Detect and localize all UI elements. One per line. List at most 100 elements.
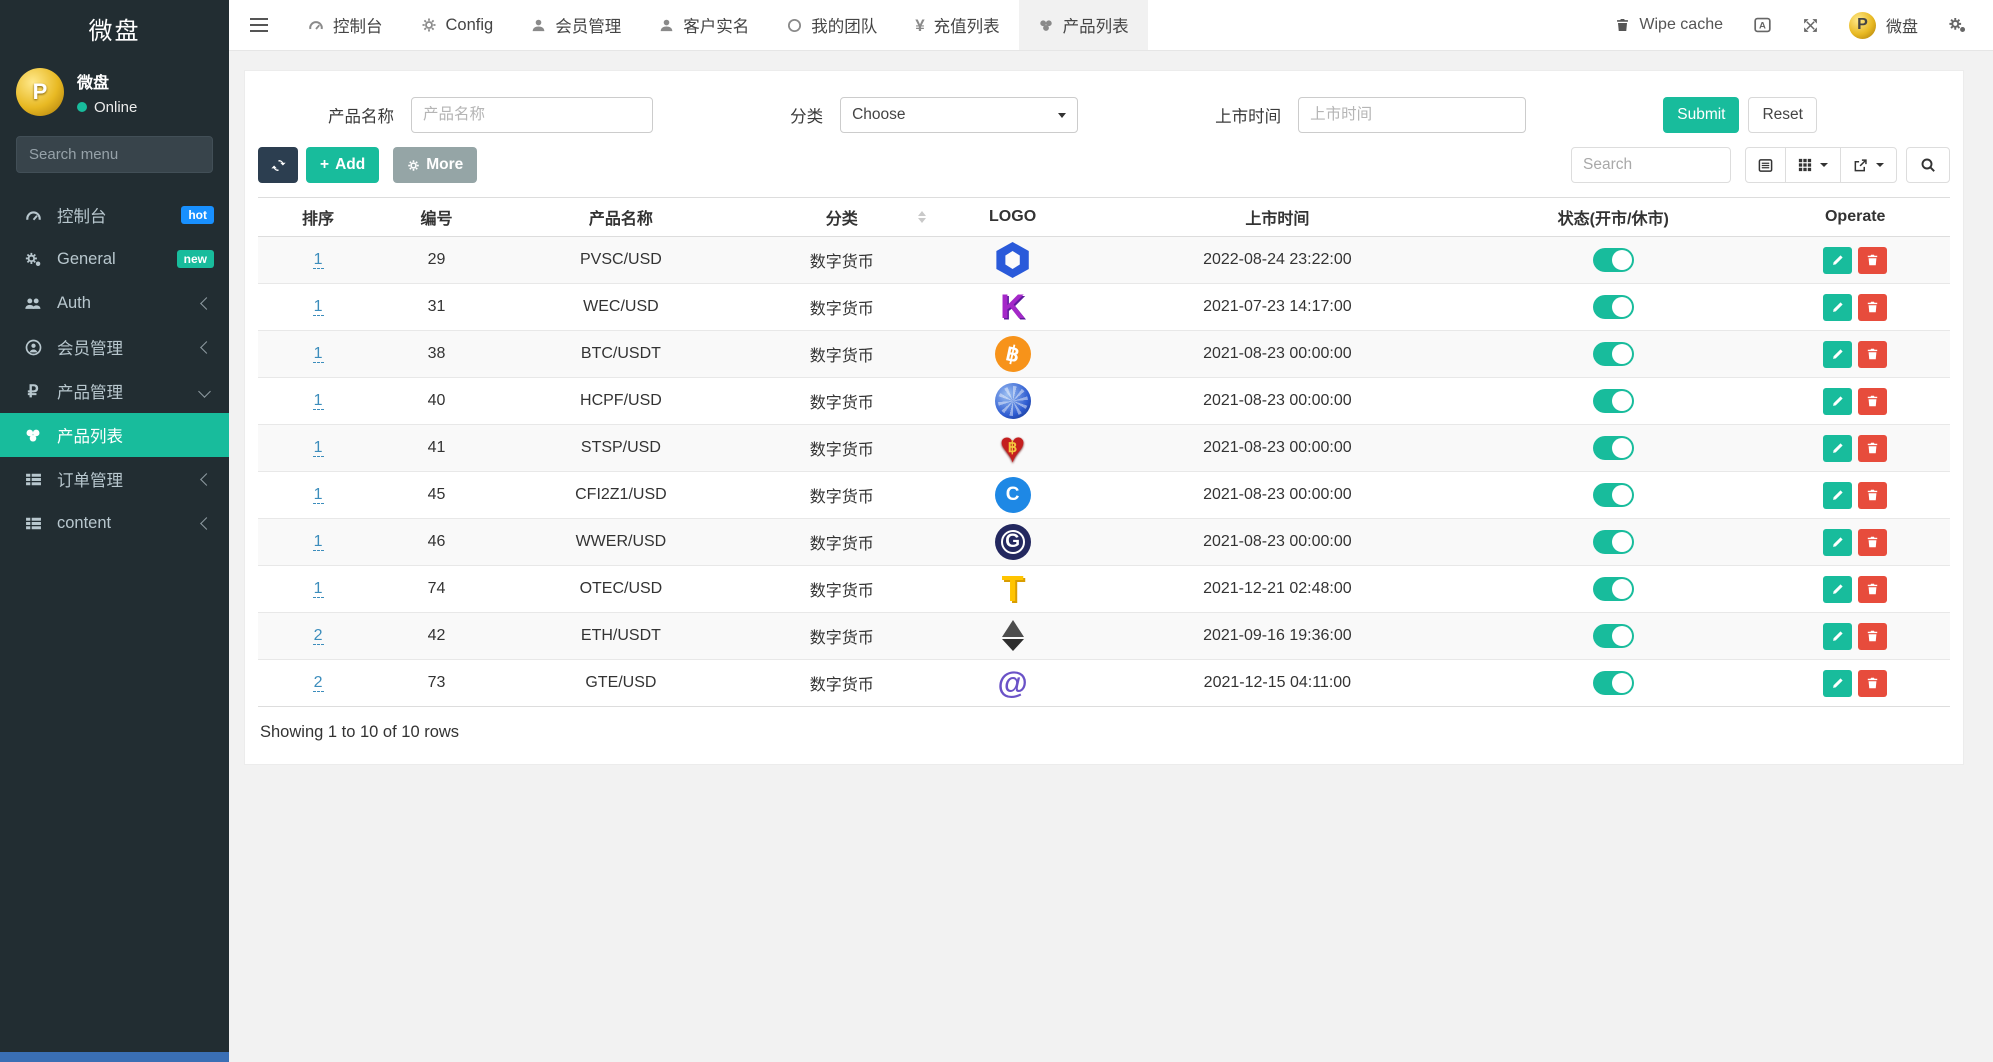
- sort-editable-link[interactable]: 1: [312, 345, 324, 363]
- edit-button[interactable]: [1823, 434, 1853, 462]
- reset-button[interactable]: Reset: [1748, 97, 1817, 133]
- operate-cell: [1823, 481, 1888, 509]
- listing-time-input[interactable]: [1298, 97, 1527, 133]
- col-time[interactable]: 上市时间: [1088, 197, 1467, 237]
- toggle-view-button[interactable]: [1745, 147, 1786, 183]
- row-category: 数字货币: [746, 659, 937, 707]
- edit-button[interactable]: [1823, 622, 1853, 650]
- sidebar-search-input[interactable]: [17, 137, 212, 172]
- col-status[interactable]: 状态(开市/休市): [1466, 197, 1761, 237]
- row-id: 45: [378, 471, 495, 519]
- row-id: 74: [378, 565, 495, 613]
- sidebar-item-auth[interactable]: Auth: [0, 281, 229, 325]
- sort-editable-link[interactable]: 1: [312, 251, 324, 269]
- tab-dashboard[interactable]: 控制台: [289, 0, 402, 50]
- edit-button[interactable]: [1823, 293, 1853, 321]
- sort-editable-link[interactable]: 2: [312, 674, 324, 692]
- refresh-button[interactable]: [258, 147, 298, 183]
- add-button[interactable]: + Add: [306, 147, 380, 183]
- navbar-user-menu[interactable]: P 微盘: [1848, 11, 1918, 39]
- sidebar-item-members[interactable]: 会员管理: [0, 325, 229, 369]
- wipe-cache-button[interactable]: Wipe cache: [1615, 16, 1723, 34]
- col-logo[interactable]: LOGO: [936, 197, 1089, 237]
- col-name[interactable]: 产品名称: [494, 197, 747, 237]
- language-icon[interactable]: A: [1753, 16, 1772, 34]
- table-search-input[interactable]: [1571, 147, 1731, 183]
- col-sort[interactable]: 排序: [258, 197, 379, 237]
- row-category: 数字货币: [746, 518, 937, 566]
- settings-gears-icon[interactable]: [1948, 16, 1967, 34]
- more-button[interactable]: More: [393, 147, 478, 183]
- table-row: 1 45 CFI2Z1/USD 数字货币 2021-08-23 00:00:00: [258, 471, 1950, 519]
- status-toggle[interactable]: [1592, 295, 1634, 319]
- tab-kyc[interactable]: 客户实名: [640, 0, 768, 50]
- sort-editable-link[interactable]: 1: [312, 486, 324, 504]
- edit-button[interactable]: [1823, 575, 1853, 603]
- tab-members[interactable]: 会员管理: [512, 0, 640, 50]
- sort-editable-link[interactable]: 1: [312, 533, 324, 551]
- delete-button[interactable]: [1858, 528, 1888, 556]
- status-toggle[interactable]: [1592, 436, 1634, 460]
- operate-cell: [1823, 434, 1888, 462]
- export-button[interactable]: [1840, 147, 1897, 183]
- delete-button[interactable]: [1858, 387, 1888, 415]
- edit-button[interactable]: [1823, 340, 1853, 368]
- delete-button[interactable]: [1858, 622, 1888, 650]
- sidebar-item-content[interactable]: content: [0, 501, 229, 545]
- sidebar-item-orders[interactable]: 订单管理: [0, 457, 229, 501]
- delete-button[interactable]: [1858, 669, 1888, 697]
- tab-config[interactable]: Config: [402, 0, 513, 50]
- coins-icon: [22, 427, 44, 444]
- delete-button[interactable]: [1858, 434, 1888, 462]
- status-toggle[interactable]: [1592, 483, 1634, 507]
- caret-down-icon: [1058, 112, 1067, 118]
- table-row: 2 73 GTE/USD 数字货币 2021-12-15 04:11:00: [258, 659, 1950, 707]
- more-label: More: [426, 156, 464, 173]
- sort-editable-link[interactable]: 1: [312, 439, 324, 457]
- sidebar-item-label: 产品列表: [57, 428, 123, 446]
- tab-recharge[interactable]: ¥ 充值列表: [896, 0, 1018, 50]
- category-select[interactable]: Choose: [840, 97, 1079, 133]
- edit-button[interactable]: [1823, 528, 1853, 556]
- sidebar-item-general[interactable]: General new: [0, 237, 229, 281]
- sort-editable-link[interactable]: 1: [312, 580, 324, 598]
- submit-button[interactable]: Submit: [1663, 97, 1740, 133]
- status-toggle[interactable]: [1592, 671, 1634, 695]
- fullscreen-icon[interactable]: [1802, 17, 1819, 34]
- status-toggle[interactable]: [1592, 530, 1634, 554]
- operate-cell: [1823, 293, 1888, 321]
- delete-button[interactable]: [1858, 246, 1888, 274]
- sort-editable-link[interactable]: 2: [312, 627, 324, 645]
- edit-button[interactable]: [1823, 669, 1853, 697]
- status-toggle[interactable]: [1592, 342, 1634, 366]
- top-navbar: 控制台 Config 会员管理 客户实名 我的团队: [229, 0, 1993, 51]
- delete-button[interactable]: [1858, 575, 1888, 603]
- col-id[interactable]: 编号: [378, 197, 495, 237]
- edit-button[interactable]: [1823, 481, 1853, 509]
- sidebar-item-products[interactable]: ₽ 产品管理: [0, 369, 229, 413]
- sidebar-item-dashboard[interactable]: 控制台 hot: [0, 193, 229, 237]
- sidebar-item-product-list[interactable]: 产品列表: [0, 413, 229, 457]
- col-category[interactable]: 分类: [746, 197, 937, 237]
- tab-product-list[interactable]: 产品列表: [1018, 0, 1148, 50]
- table-row: 1 46 WWER/USD 数字货币 2021-08-23 00:00:00: [258, 518, 1950, 566]
- delete-button[interactable]: [1858, 481, 1888, 509]
- status-toggle[interactable]: [1592, 624, 1634, 648]
- columns-button[interactable]: [1785, 147, 1841, 183]
- delete-button[interactable]: [1858, 340, 1888, 368]
- sort-editable-link[interactable]: 1: [312, 392, 324, 410]
- edit-button[interactable]: [1823, 246, 1853, 274]
- search-button[interactable]: [1906, 147, 1950, 183]
- status-toggle[interactable]: [1592, 248, 1634, 272]
- sort-editable-link[interactable]: 1: [312, 298, 324, 316]
- edit-button[interactable]: [1823, 387, 1853, 415]
- tab-team[interactable]: 我的团队: [768, 0, 896, 50]
- brand-title[interactable]: 微盘: [0, 0, 229, 56]
- sort-carets-icon[interactable]: [918, 211, 927, 223]
- hamburger-icon[interactable]: [229, 0, 289, 50]
- product-name-input[interactable]: [411, 97, 653, 133]
- delete-button[interactable]: [1858, 293, 1888, 321]
- status-toggle[interactable]: [1592, 577, 1634, 601]
- status-toggle[interactable]: [1592, 389, 1634, 413]
- tab-label: 客户实名: [683, 18, 750, 36]
